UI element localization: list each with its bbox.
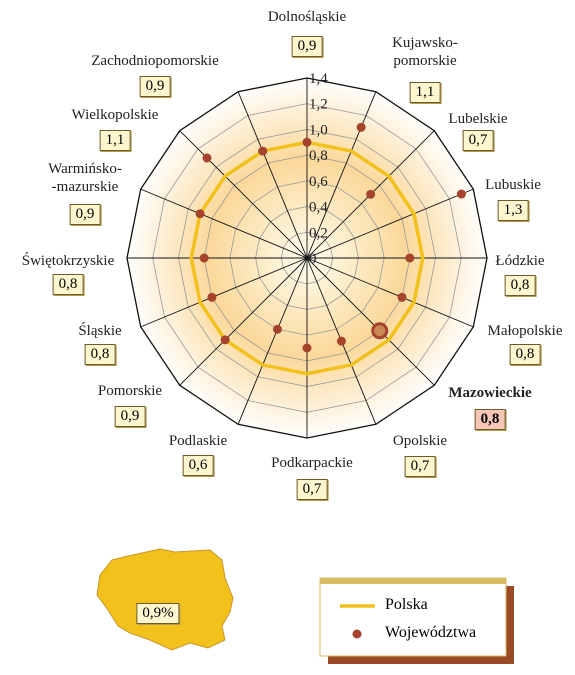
region-name: Lubuskie <box>485 177 541 193</box>
region-value: 0,8 <box>504 275 536 296</box>
region-dot <box>405 253 415 263</box>
region-dot <box>397 292 407 302</box>
region-value: 0,9 <box>291 36 323 57</box>
spoke <box>237 91 308 259</box>
legend-label: Polska <box>385 596 428 613</box>
region-name: Mazowieckie <box>448 385 532 401</box>
r-tick-label: 1,2 <box>309 97 328 113</box>
region-name: Warmińsko- -mazurskie <box>48 161 122 195</box>
r-tick-label: 0,6 <box>309 174 328 190</box>
region-value: 0,9 <box>114 406 146 427</box>
region-dot <box>366 189 376 199</box>
spoke <box>306 188 474 259</box>
r-tick-label: 1,4 <box>309 71 328 87</box>
region-name: Kujawsko- pomorskie <box>392 35 458 69</box>
highlight-dot <box>371 322 389 340</box>
region-value: 0,8 <box>474 409 506 430</box>
region-name: Opolskie <box>392 433 448 449</box>
r-tick-label: 0,4 <box>309 200 328 216</box>
region-name: Dolnośląskie <box>267 9 347 25</box>
r-tick-label: 1,0 <box>309 122 328 138</box>
region-value: 0,7 <box>404 456 436 477</box>
region-value: 0,7 <box>462 130 494 151</box>
region-name: Podlaskie <box>168 433 228 449</box>
region-value: 0,7 <box>296 479 328 500</box>
region-dot <box>336 336 346 346</box>
region-value: 0,9 <box>139 76 171 97</box>
spoke <box>179 130 308 259</box>
legend-box <box>319 577 507 657</box>
region-value: 0,8 <box>84 344 116 365</box>
region-dot <box>356 122 366 132</box>
spoke <box>179 257 308 386</box>
spoke <box>140 188 308 259</box>
region-dot <box>195 209 205 219</box>
region-dot <box>272 324 282 334</box>
r-tick-label: 0 <box>309 251 317 267</box>
region-name: Podkarpackie <box>271 455 353 471</box>
region-value: 1,1 <box>99 130 131 151</box>
region-name: Łódzkie <box>495 253 545 269</box>
poland-map <box>96 548 234 651</box>
region-dot <box>202 153 212 163</box>
spoke <box>140 257 308 328</box>
map-value: 0,9% <box>136 603 180 624</box>
region-name: Pomorskie <box>97 383 163 399</box>
region-dot <box>220 335 230 345</box>
legend-dot <box>352 629 362 639</box>
spoke <box>306 257 474 328</box>
r-tick-label: 0,8 <box>309 148 328 164</box>
region-value: 1,3 <box>497 200 529 221</box>
region-dot <box>258 146 268 156</box>
spoke <box>237 257 308 425</box>
region-name: Zachodniopomorskie <box>91 53 219 69</box>
region-value: 0,9 <box>69 204 101 225</box>
region-dot <box>207 292 217 302</box>
region-value: 0,8 <box>509 344 541 365</box>
legend-label: Województwa <box>385 624 477 641</box>
spoke <box>306 257 435 386</box>
region-dot <box>199 253 209 263</box>
region-value: 1,1 <box>409 82 441 103</box>
region-dot <box>456 189 466 199</box>
region-name: Lubelskie <box>448 111 508 127</box>
region-value: 0,6 <box>182 455 214 476</box>
region-name: Świętokrzyskie <box>21 253 115 269</box>
legend-bar <box>320 578 506 584</box>
region-value: 0,8 <box>52 274 84 295</box>
polska-line <box>189 140 425 376</box>
region-name: Małopolskie <box>487 323 563 339</box>
region-name: Śląskie <box>78 323 122 339</box>
region-dot <box>302 343 312 353</box>
region-dot <box>302 137 312 147</box>
region-name: Wielkopolskie <box>71 107 159 123</box>
r-tick-label: 0,2 <box>309 225 328 241</box>
spoke <box>306 91 377 259</box>
